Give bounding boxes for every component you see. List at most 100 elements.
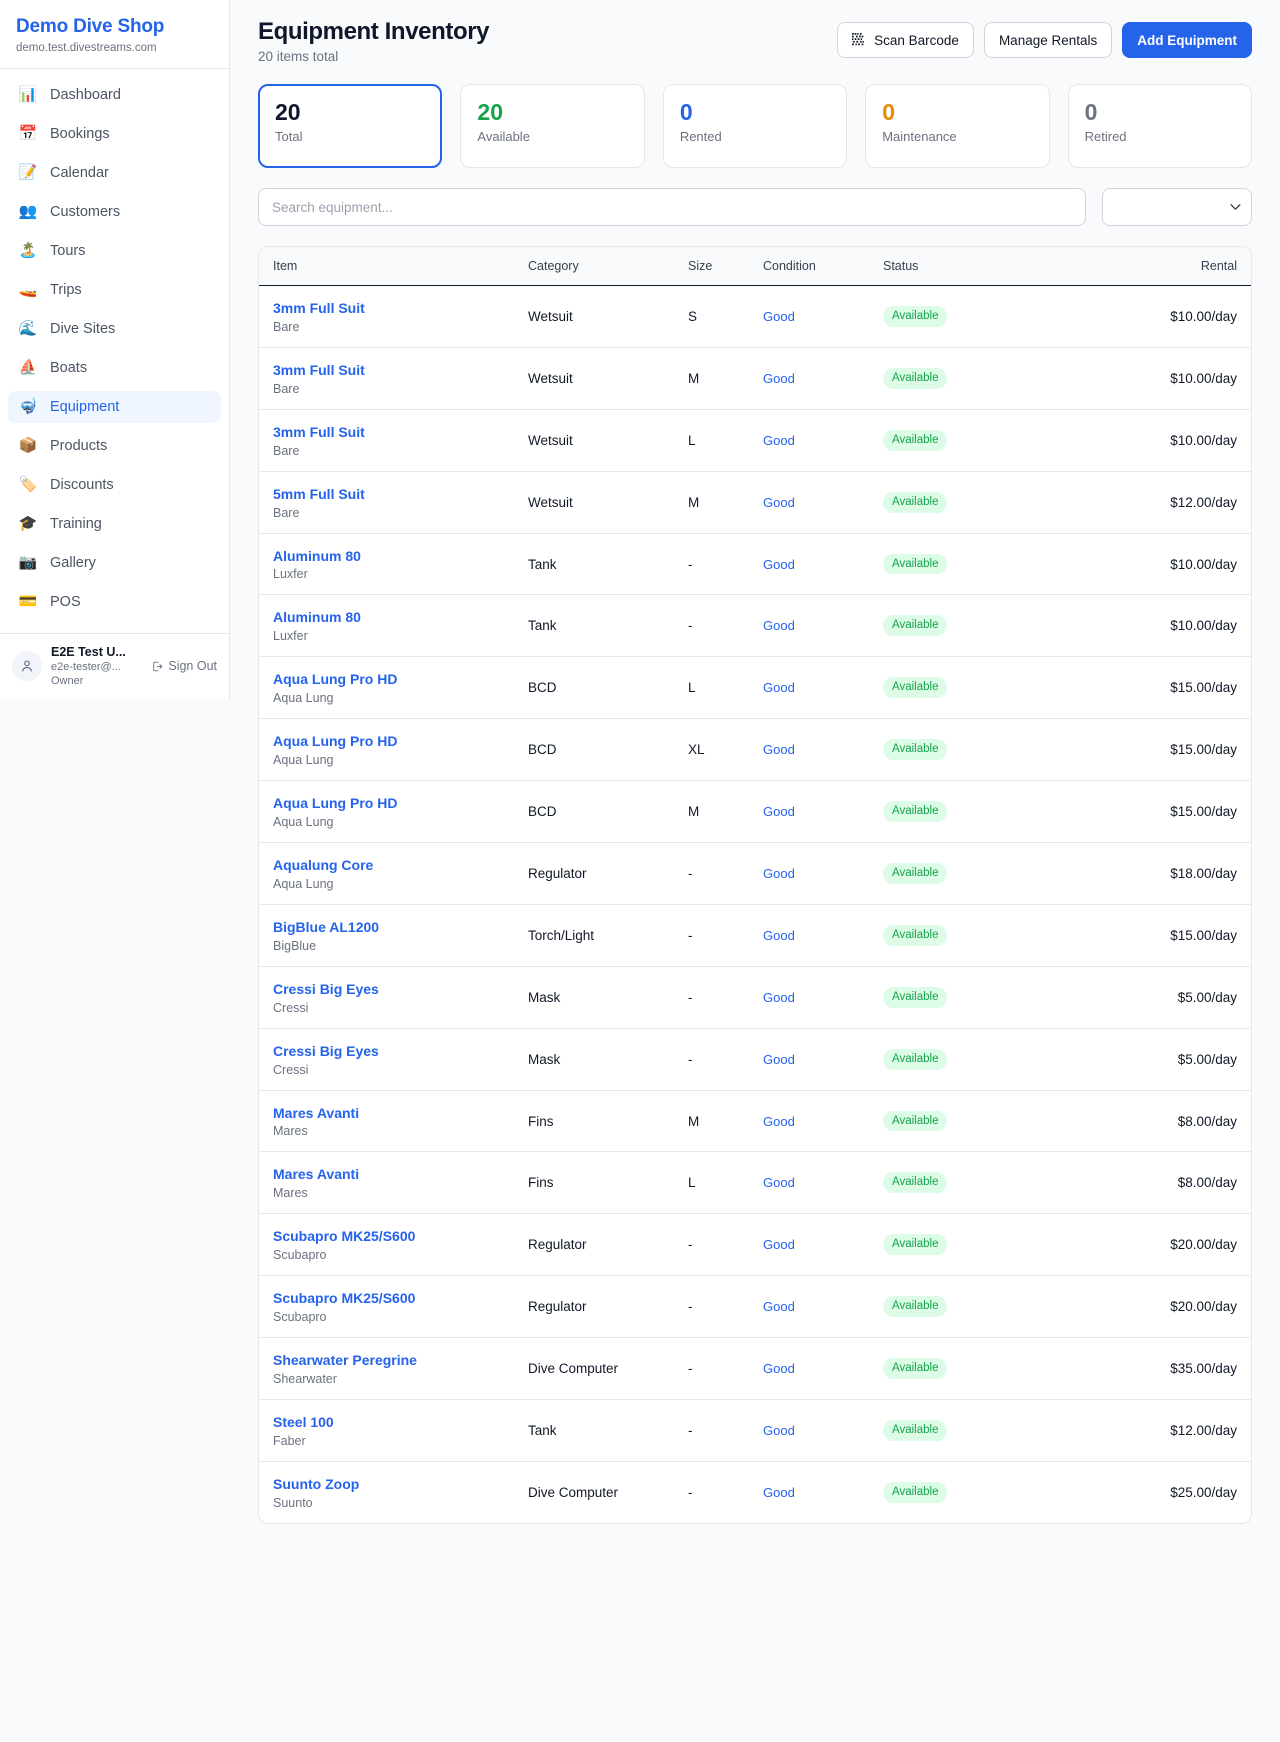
table-row[interactable]: Aqua Lung Pro HD Aqua Lung BCD L Good Availab…	[259, 656, 1251, 720]
brand-block[interactable]: Demo Dive Shop demo.test.divestreams.com	[0, 0, 229, 69]
item-link[interactable]: 5mm Full Suit	[273, 485, 365, 502]
cell-category: Tank	[514, 594, 674, 658]
sidebar-item-customers[interactable]: 👥 Customers	[8, 196, 221, 228]
table-row[interactable]: Aqua Lung Pro HD Aqua Lung BCD M Good Availab…	[259, 780, 1251, 844]
cell-condition: Good	[749, 1028, 869, 1091]
sidebar-item-dive-sites[interactable]: 🌊 Dive Sites	[8, 313, 221, 345]
condition-link[interactable]: Good	[763, 1484, 795, 1500]
add-equipment-button[interactable]: Add Equipment	[1122, 22, 1252, 58]
condition-link[interactable]: Good	[763, 1175, 795, 1191]
table-row[interactable]: Cressi Big Eyes Cressi Mask - Good Available $…	[259, 966, 1251, 1029]
cell-size: S	[674, 285, 749, 348]
table-row[interactable]: Shearwater Peregrine Shearwater Dive Compu…	[259, 1337, 1251, 1401]
scan-barcode-button[interactable]: Scan Barcode	[837, 22, 974, 58]
column-header-condition[interactable]: Condition	[749, 247, 869, 286]
condition-link[interactable]: Good	[763, 556, 795, 572]
item-link[interactable]: Aqua Lung Pro HD	[273, 795, 398, 812]
table-row[interactable]: BigBlue AL1200 BigBlue Torch/Light - Good Ava…	[259, 904, 1251, 967]
item-link[interactable]: BigBlue AL1200	[273, 918, 380, 935]
table-row[interactable]: 3mm Full Suit Bare Wetsuit M Good Available $1…	[259, 347, 1251, 410]
item-link[interactable]: Scubapro MK25/S600	[273, 1228, 416, 1245]
item-link[interactable]: Suunto Zoop	[273, 1475, 360, 1492]
sidebar-item-bookings[interactable]: 📅 Bookings	[8, 118, 221, 150]
stat-card-maintenance[interactable]: 0 Maintenance	[865, 84, 1050, 168]
condition-link[interactable]: Good	[763, 494, 795, 510]
stat-card-retired[interactable]: 0 Retired	[1067, 84, 1253, 168]
column-header-category[interactable]: Category	[514, 247, 674, 286]
condition-link[interactable]: Good	[763, 865, 795, 881]
table-row[interactable]: 5mm Full Suit Bare Wetsuit M Good Available $1…	[259, 471, 1251, 534]
item-link[interactable]: Mares Avanti	[273, 1104, 360, 1121]
condition-link[interactable]: Good	[763, 1422, 795, 1438]
manage-rentals-button[interactable]: Manage Rentals	[983, 22, 1113, 58]
cell-condition: Good	[749, 718, 869, 782]
item-link[interactable]: 3mm Full Suit	[273, 361, 365, 378]
sidebar-item-dashboard[interactable]: 📊 Dashboard	[8, 79, 221, 111]
item-link[interactable]: Aluminum 80	[273, 609, 361, 626]
condition-link[interactable]: Good	[763, 1113, 795, 1129]
table-row[interactable]: Scubapro MK25/S600 Scubapro Regulator - Good…	[259, 1213, 1251, 1277]
item-link[interactable]: Shearwater Peregrine	[273, 1352, 417, 1369]
table-row[interactable]: Mares Avanti Mares Fins L Good Available $8.00…	[259, 1151, 1251, 1215]
condition-link[interactable]: Good	[763, 1051, 795, 1067]
sidebar-item-products[interactable]: 📦 Products	[8, 430, 221, 462]
table-row[interactable]: Steel 100 Faber Tank - Good Available $12.00/d…	[259, 1399, 1251, 1462]
table-row[interactable]: Cressi Big Eyes Cressi Mask - Good Available $…	[259, 1028, 1251, 1091]
item-link[interactable]: 3mm Full Suit	[273, 423, 365, 440]
sidebar-item-discounts[interactable]: 🏷️ Discounts	[8, 469, 221, 501]
condition-link[interactable]: Good	[763, 1361, 795, 1377]
condition-link[interactable]: Good	[763, 680, 795, 696]
item-link[interactable]: Steel 100	[273, 1414, 334, 1431]
column-header-rental[interactable]: Rental	[1004, 247, 1251, 286]
condition-link[interactable]: Good	[763, 432, 795, 448]
sidebar-item-pos[interactable]: 💳 POS	[8, 586, 221, 618]
condition-link[interactable]: Good	[763, 308, 795, 324]
stat-card-rented[interactable]: 0 Rented	[662, 84, 848, 168]
condition-link[interactable]: Good	[763, 618, 795, 634]
item-link[interactable]: Scubapro MK25/S600	[273, 1290, 416, 1307]
condition-link[interactable]: Good	[763, 1299, 795, 1315]
sidebar-item-label: Calendar	[50, 164, 109, 181]
table-row[interactable]: Mares Avanti Mares Fins M Good Available $8.00…	[259, 1090, 1251, 1153]
table-row[interactable]: 3mm Full Suit Bare Wetsuit L Good Available $1…	[259, 409, 1251, 472]
item-link[interactable]: Aluminum 80	[273, 547, 361, 564]
sidebar-item-training[interactable]: 🎓 Training	[8, 508, 221, 540]
category-select[interactable]: All Categories	[1102, 188, 1252, 226]
condition-link[interactable]: Good	[763, 927, 795, 943]
table-row[interactable]: Suunto Zoop Suunto Dive Computer - Good Avail…	[259, 1461, 1251, 1522]
condition-link[interactable]: Good	[763, 989, 795, 1005]
item-link[interactable]: Aqua Lung Pro HD	[273, 671, 398, 688]
sign-out-button[interactable]: Sign Out	[151, 659, 217, 673]
sidebar-item-gallery[interactable]: 📷 Gallery	[8, 547, 221, 579]
sidebar-item-label: Discounts	[50, 476, 114, 493]
sidebar-item-calendar[interactable]: 📝 Calendar	[8, 157, 221, 189]
item-link[interactable]: Cressi Big Eyes	[273, 980, 379, 997]
item-link[interactable]: 3mm Full Suit	[273, 300, 365, 316]
sidebar-item-tours[interactable]: 🏝️ Tours	[8, 235, 221, 267]
sidebar-item-equipment[interactable]: 🤿 Equipment	[8, 390, 221, 423]
column-header-size[interactable]: Size	[674, 247, 749, 286]
condition-link[interactable]: Good	[763, 1237, 795, 1253]
table-body: 3mm Full Suit Bare Wetsuit S Good Available $1…	[259, 285, 1251, 1523]
condition-link[interactable]: Good	[763, 742, 795, 758]
table-row[interactable]: Aqualung Core Aqua Lung Regulator - Good Avai…	[259, 842, 1251, 905]
search-input[interactable]	[258, 188, 1086, 226]
status-badge: Available	[883, 1172, 948, 1194]
column-header-status[interactable]: Status	[869, 247, 1004, 286]
table-row[interactable]: 3mm Full Suit Bare Wetsuit S Good Available $1…	[259, 285, 1251, 348]
stat-card-available[interactable]: 20 Available	[460, 84, 645, 168]
item-link[interactable]: Cressi Big Eyes	[273, 1042, 379, 1059]
item-link[interactable]: Aqualung Core	[273, 857, 374, 874]
table-row[interactable]: Aluminum 80 Luxfer Tank - Good Available $10.0…	[259, 533, 1251, 596]
sidebar-item-trips[interactable]: 🚤 Trips	[8, 274, 221, 306]
table-row[interactable]: Aluminum 80 Luxfer Tank - Good Available $10.0…	[259, 594, 1251, 658]
stat-card-total[interactable]: 20 Total	[258, 84, 443, 168]
item-link[interactable]: Aqua Lung Pro HD	[273, 733, 398, 750]
item-link[interactable]: Mares Avanti	[273, 1166, 360, 1183]
column-header-item[interactable]: Item	[259, 247, 514, 286]
condition-link[interactable]: Good	[763, 370, 795, 386]
table-row[interactable]: Scubapro MK25/S600 Scubapro Regulator - Good…	[259, 1275, 1251, 1339]
sidebar-item-boats[interactable]: ⛵ Boats	[8, 352, 221, 384]
table-row[interactable]: Aqua Lung Pro HD Aqua Lung BCD XL Good Availa…	[259, 718, 1251, 782]
condition-link[interactable]: Good	[763, 804, 795, 820]
